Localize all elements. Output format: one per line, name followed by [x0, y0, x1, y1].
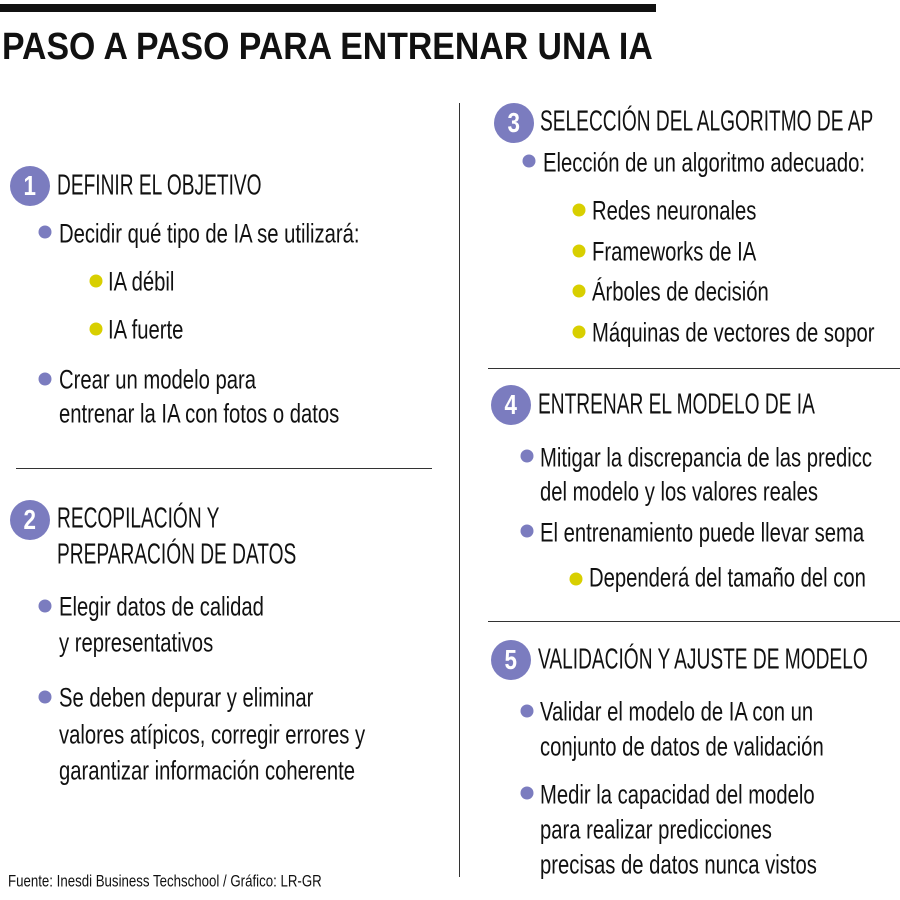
section-divider	[16, 468, 432, 469]
step-3-number-badge: 3	[494, 103, 534, 143]
step-5-bullet-1-line-2: conjunto de datos de validación	[540, 731, 824, 762]
step-2-bullet-2-line-1: Se deben depurar y eliminar	[59, 682, 314, 713]
bullet-icon	[520, 524, 534, 538]
step-1-title: DEFINIR EL OBJETIVO	[57, 169, 262, 202]
step-2-bullet-2-line-3: garantizar información coherente	[59, 755, 356, 786]
step-1-bullet-1: Decidir qué tipo de IA se utilizará:	[59, 218, 360, 249]
step-2-bullet-1-line-2: y representativos	[59, 627, 214, 658]
step-5-bullet-2-line-3: precisas de datos nunca vistos	[540, 849, 817, 880]
step-4-sub-1: Dependerá del tamaño del con	[589, 562, 866, 593]
step-5-number-badge: 5	[491, 640, 531, 680]
sub-bullet-icon	[572, 284, 586, 298]
top-rule	[0, 4, 656, 12]
sub-bullet-icon	[572, 325, 586, 339]
section-divider	[488, 368, 900, 369]
step-2-bullet-1-line-1: Elegir datos de calidad	[59, 591, 264, 622]
step-5-bullet-2-line-1: Medir la capacidad del modelo	[540, 779, 815, 810]
step-4-title: ENTRENAR EL MODELO DE IA	[538, 388, 815, 421]
step-3-sub-3: Árboles de decisión	[592, 276, 769, 307]
sub-bullet-icon	[569, 572, 583, 586]
source-note: Fuente: Inesdi Business Techschool / Grá…	[8, 871, 322, 891]
page-title: PASO A PASO PARA ENTRENAR UNA IA	[2, 26, 653, 68]
step-1-sub-2: IA fuerte	[108, 314, 184, 345]
step-number: 2	[23, 504, 37, 535]
step-3-title: SELECCIÓN DEL ALGORITMO DE AP	[540, 105, 874, 138]
section-divider	[488, 621, 900, 622]
step-4-bullet-2: El entrenamiento puede llevar sema	[540, 517, 865, 548]
step-4-bullet-1-line-1: Mitigar la discrepancia de las predicc	[540, 442, 873, 473]
step-5-bullet-2-line-2: para realizar predicciones	[540, 814, 772, 845]
column-divider	[459, 103, 460, 877]
step-number: 1	[23, 170, 37, 201]
bullet-icon	[38, 599, 52, 613]
bullet-icon	[38, 225, 52, 239]
step-4-bullet-1-line-2: del modelo y los valores reales	[540, 476, 819, 507]
step-3-sub-1: Redes neuronales	[592, 195, 757, 226]
sub-bullet-icon	[89, 322, 103, 336]
step-1-bullet-2-line-2: entrenar la IA con fotos o datos	[59, 398, 340, 429]
sub-bullet-icon	[572, 244, 586, 258]
step-3-sub-2: Frameworks de IA	[592, 236, 757, 267]
step-2-bullet-2-line-2: valores atípicos, corregir errores y	[59, 719, 366, 750]
bullet-icon	[520, 449, 534, 463]
sub-bullet-icon	[89, 274, 103, 288]
bullet-icon	[520, 704, 534, 718]
step-2-title-line-2: PREPARACIÓN DE DATOS	[57, 538, 297, 571]
step-3-sub-4: Máquinas de vectores de sopor	[592, 317, 875, 348]
bullet-icon	[520, 786, 534, 800]
step-5-bullet-1-line-1: Validar el modelo de IA con un	[540, 696, 814, 727]
bullet-icon	[38, 372, 52, 386]
step-2-title-line-1: RECOPILACIÓN Y	[57, 502, 220, 535]
step-1-bullet-2-line-1: Crear un modelo para	[59, 364, 256, 395]
step-2-number-badge: 2	[10, 500, 50, 540]
sub-bullet-icon	[572, 203, 586, 217]
step-3-bullet-1: Elección de un algoritmo adecuado:	[543, 147, 865, 178]
step-number: 5	[504, 644, 518, 675]
bullet-icon	[38, 690, 52, 704]
step-number: 4	[504, 389, 518, 420]
step-number: 3	[507, 107, 521, 138]
step-5-title: VALIDACIÓN Y AJUSTE DE MODELO	[538, 643, 868, 676]
step-1-sub-1: IA débil	[108, 266, 175, 297]
step-1-number-badge: 1	[10, 166, 50, 206]
bullet-icon	[522, 154, 536, 168]
step-4-number-badge: 4	[491, 385, 531, 425]
